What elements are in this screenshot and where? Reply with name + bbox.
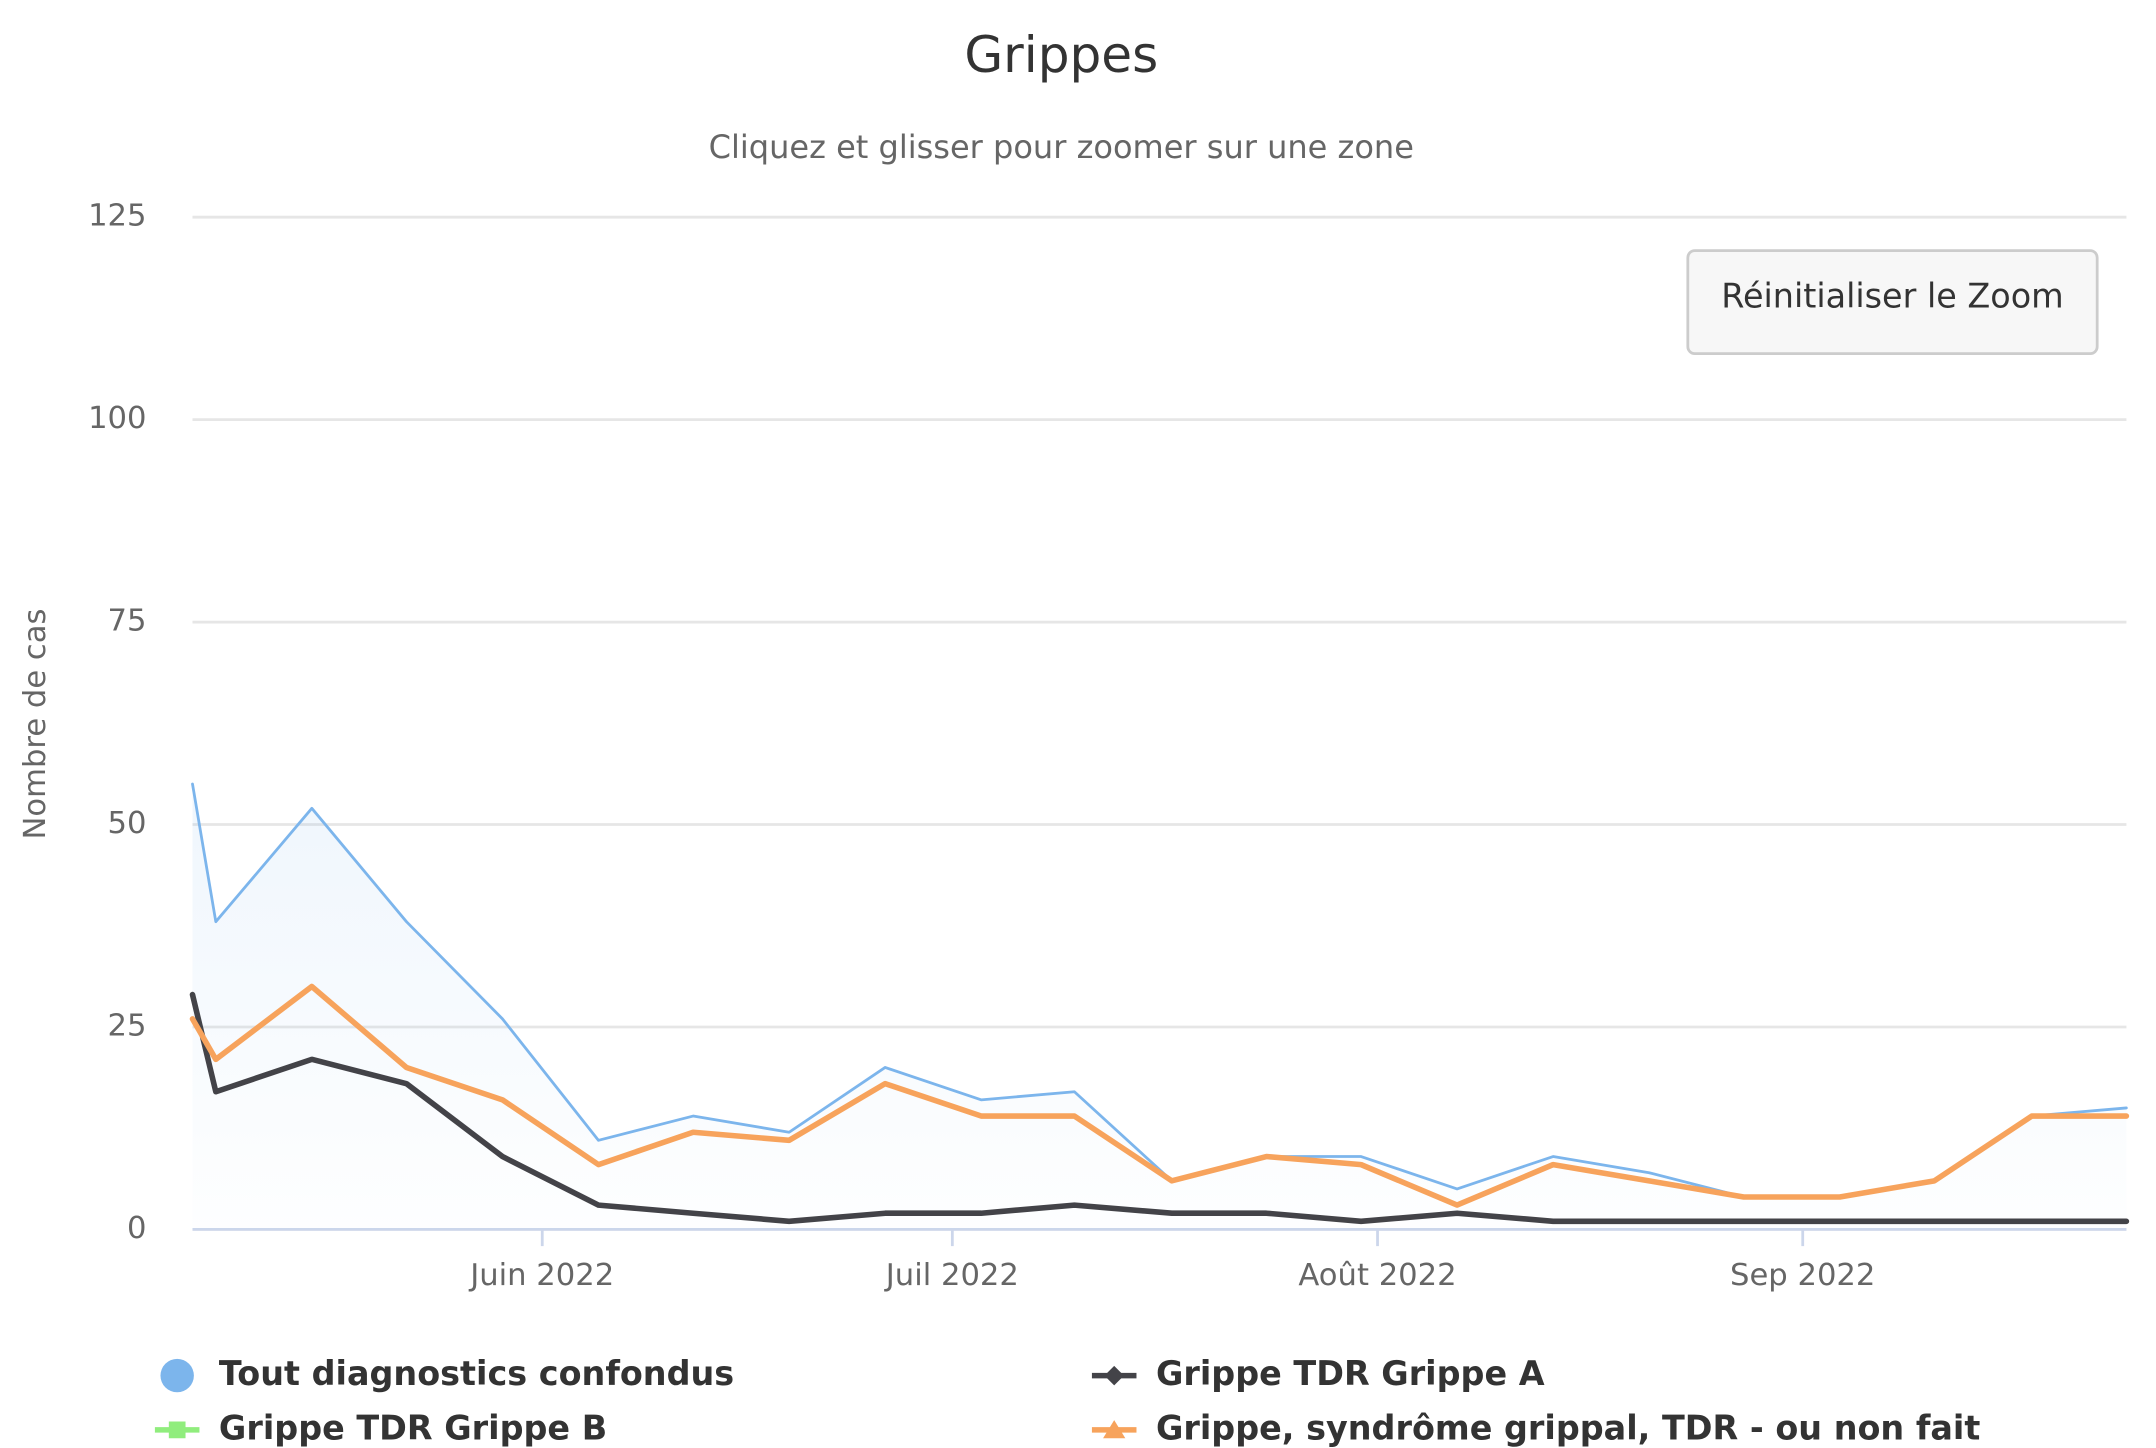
y-axis-title: Nombre de cas bbox=[18, 609, 53, 840]
legend-item[interactable]: Grippe TDR Grippe B bbox=[154, 1408, 607, 1447]
reset-zoom-button[interactable]: Réinitialiser le Zoom bbox=[1686, 249, 2099, 356]
x-tick-label: Sep 2022 bbox=[1730, 1258, 1875, 1293]
plot-area: 0 25 50 75 100 125 Juin 2022 Juil 2022 Août 2022… bbox=[88, 199, 2130, 1293]
y-tick-label: 100 bbox=[88, 401, 146, 436]
legend-symbol[interactable] bbox=[1103, 1420, 1126, 1439]
legend-symbol[interactable] bbox=[160, 1358, 194, 1393]
y-tick-label: 0 bbox=[127, 1211, 146, 1246]
button-background[interactable] bbox=[1686, 249, 2099, 356]
chart-subtitle: Cliquez et glisser pour zoomer sur une z… bbox=[709, 128, 1414, 166]
y-tick-label: 25 bbox=[108, 1008, 147, 1043]
legend-item[interactable]: Tout diagnostics confondus bbox=[160, 1354, 734, 1393]
chart-title: Grippes bbox=[964, 25, 1158, 84]
legend-label[interactable]: Tout diagnostics confondus bbox=[219, 1354, 734, 1393]
legend-item[interactable]: Grippe TDR Grippe A bbox=[1091, 1354, 1545, 1393]
x-tick-label: Juil 2022 bbox=[884, 1258, 1019, 1293]
legend-item[interactable]: Grippe, syndrôme grippal, TDR - ou non f… bbox=[1091, 1408, 1980, 1447]
legend-label[interactable]: Grippe TDR Grippe A bbox=[1156, 1354, 1545, 1393]
series-area bbox=[192, 784, 2127, 1230]
series-line bbox=[189, 983, 2130, 1208]
legend-symbol[interactable] bbox=[1104, 1365, 1124, 1386]
legend-label[interactable]: Grippe TDR Grippe B bbox=[219, 1408, 607, 1447]
legend-label[interactable]: Grippe, syndrôme grippal, TDR - ou non f… bbox=[1156, 1408, 1980, 1447]
legend-symbol[interactable] bbox=[168, 1421, 186, 1439]
series-line bbox=[189, 991, 2130, 1225]
y-tick-label: 125 bbox=[88, 199, 146, 234]
button-label[interactable]: Réinitialiser le Zoom bbox=[1721, 276, 2063, 315]
y-tick-label: 75 bbox=[108, 604, 147, 639]
y-tick-label: 50 bbox=[108, 806, 147, 841]
x-tick-label: Juin 2022 bbox=[468, 1258, 614, 1293]
x-tick-label: Août 2022 bbox=[1298, 1258, 1456, 1293]
